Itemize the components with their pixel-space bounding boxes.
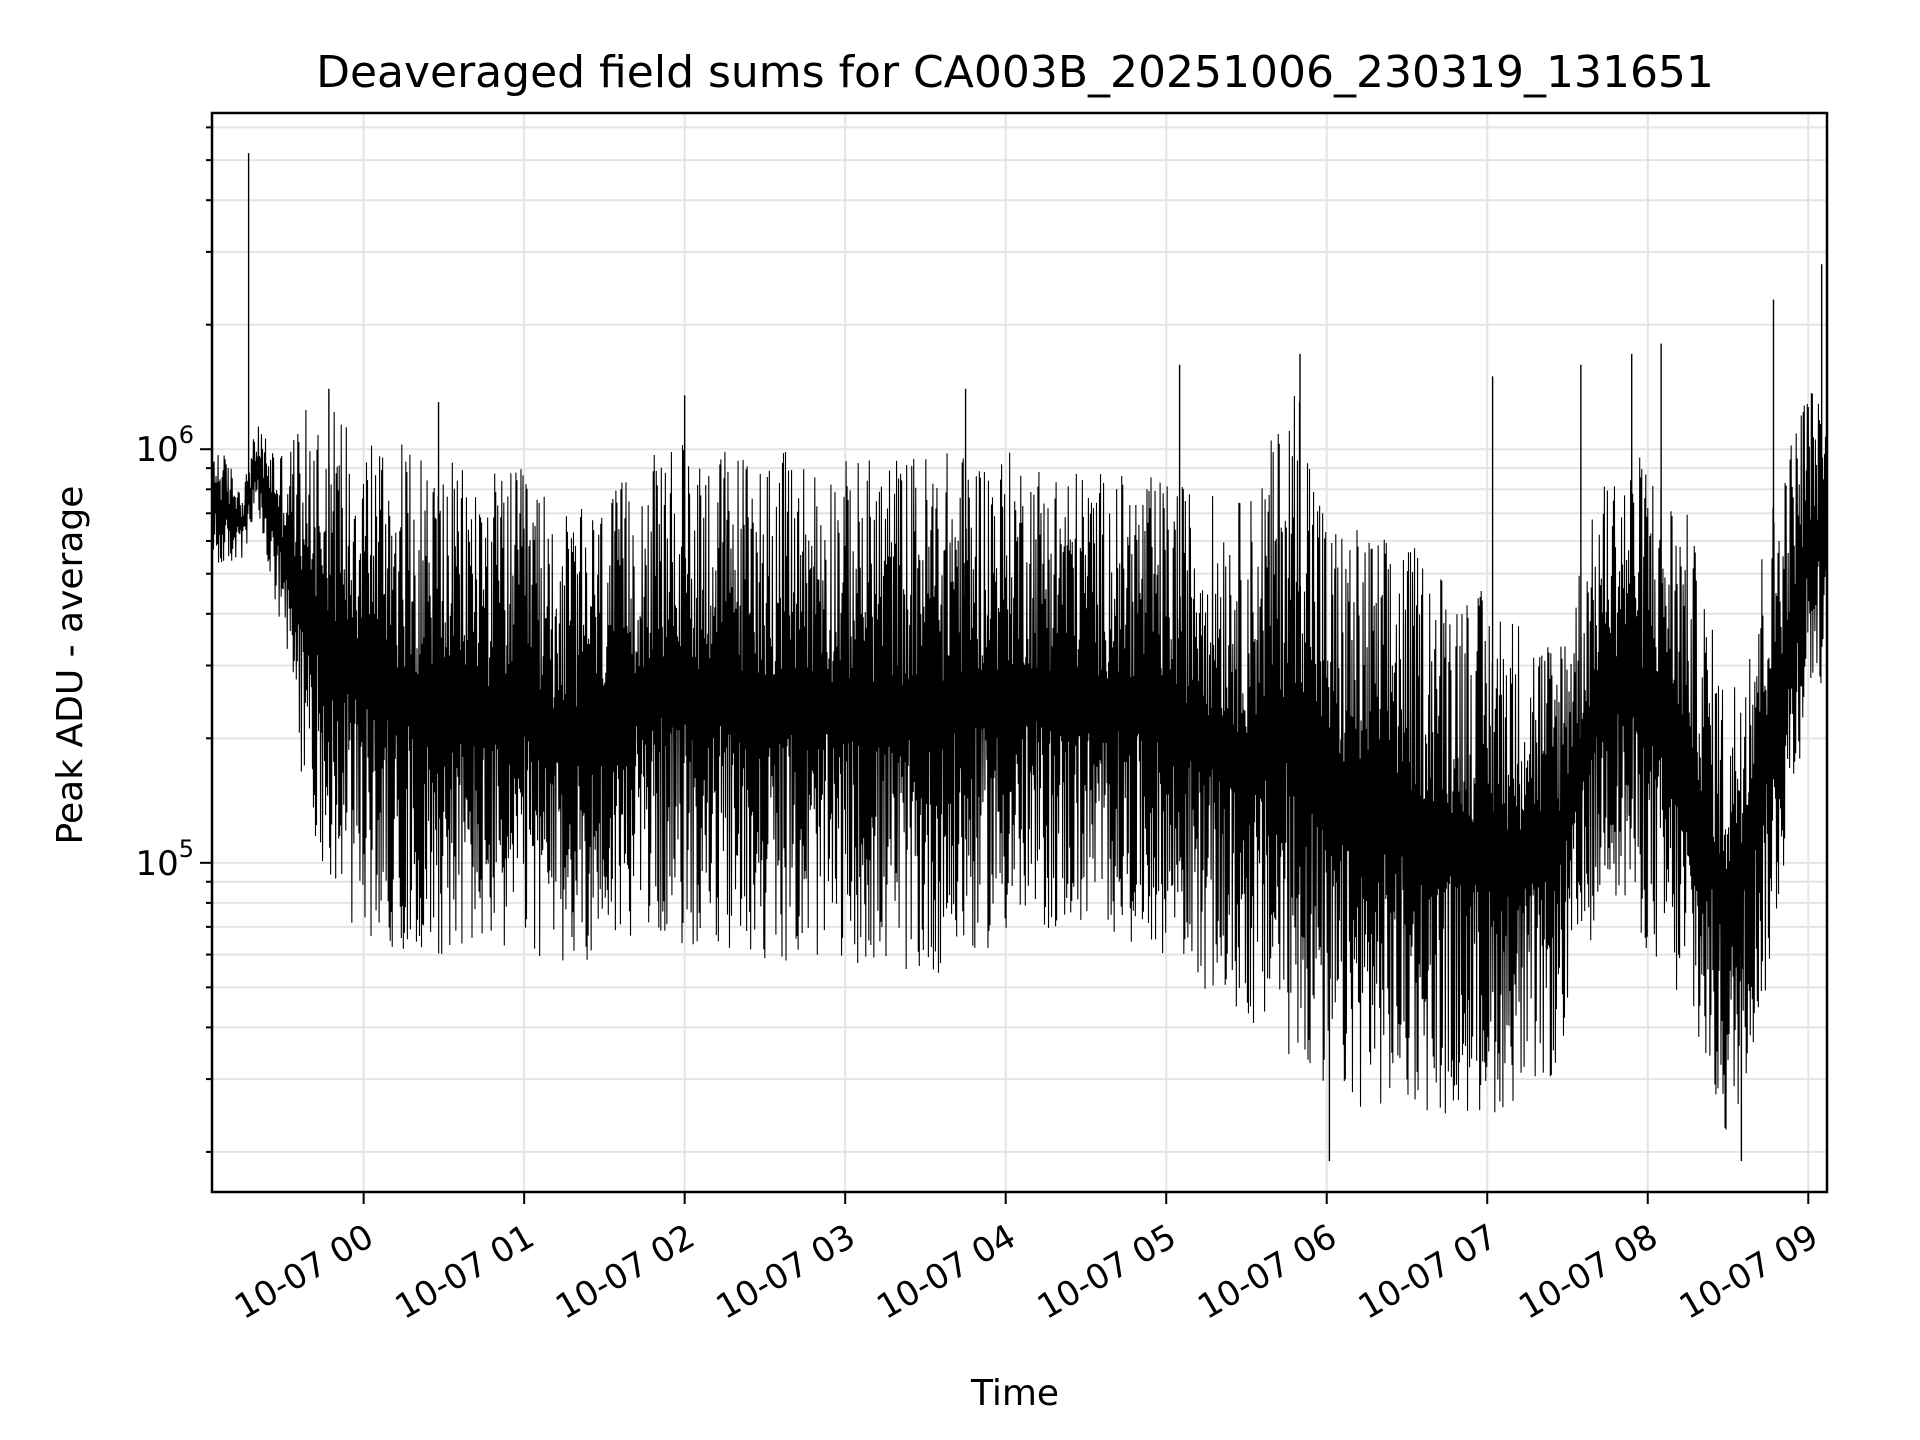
y-tick-label: 106 xyxy=(135,421,194,470)
x-axis-label: Time xyxy=(970,1373,1059,1414)
series-line xyxy=(211,393,1828,1130)
chart-title: Deaveraged field sums for CA003B_2025100… xyxy=(316,47,1714,98)
y-axis-label: Peak ADU - average xyxy=(50,486,91,845)
y-tick-label: 105 xyxy=(135,835,194,884)
series-layer xyxy=(211,153,1828,1162)
plot-frame xyxy=(210,111,1829,1194)
